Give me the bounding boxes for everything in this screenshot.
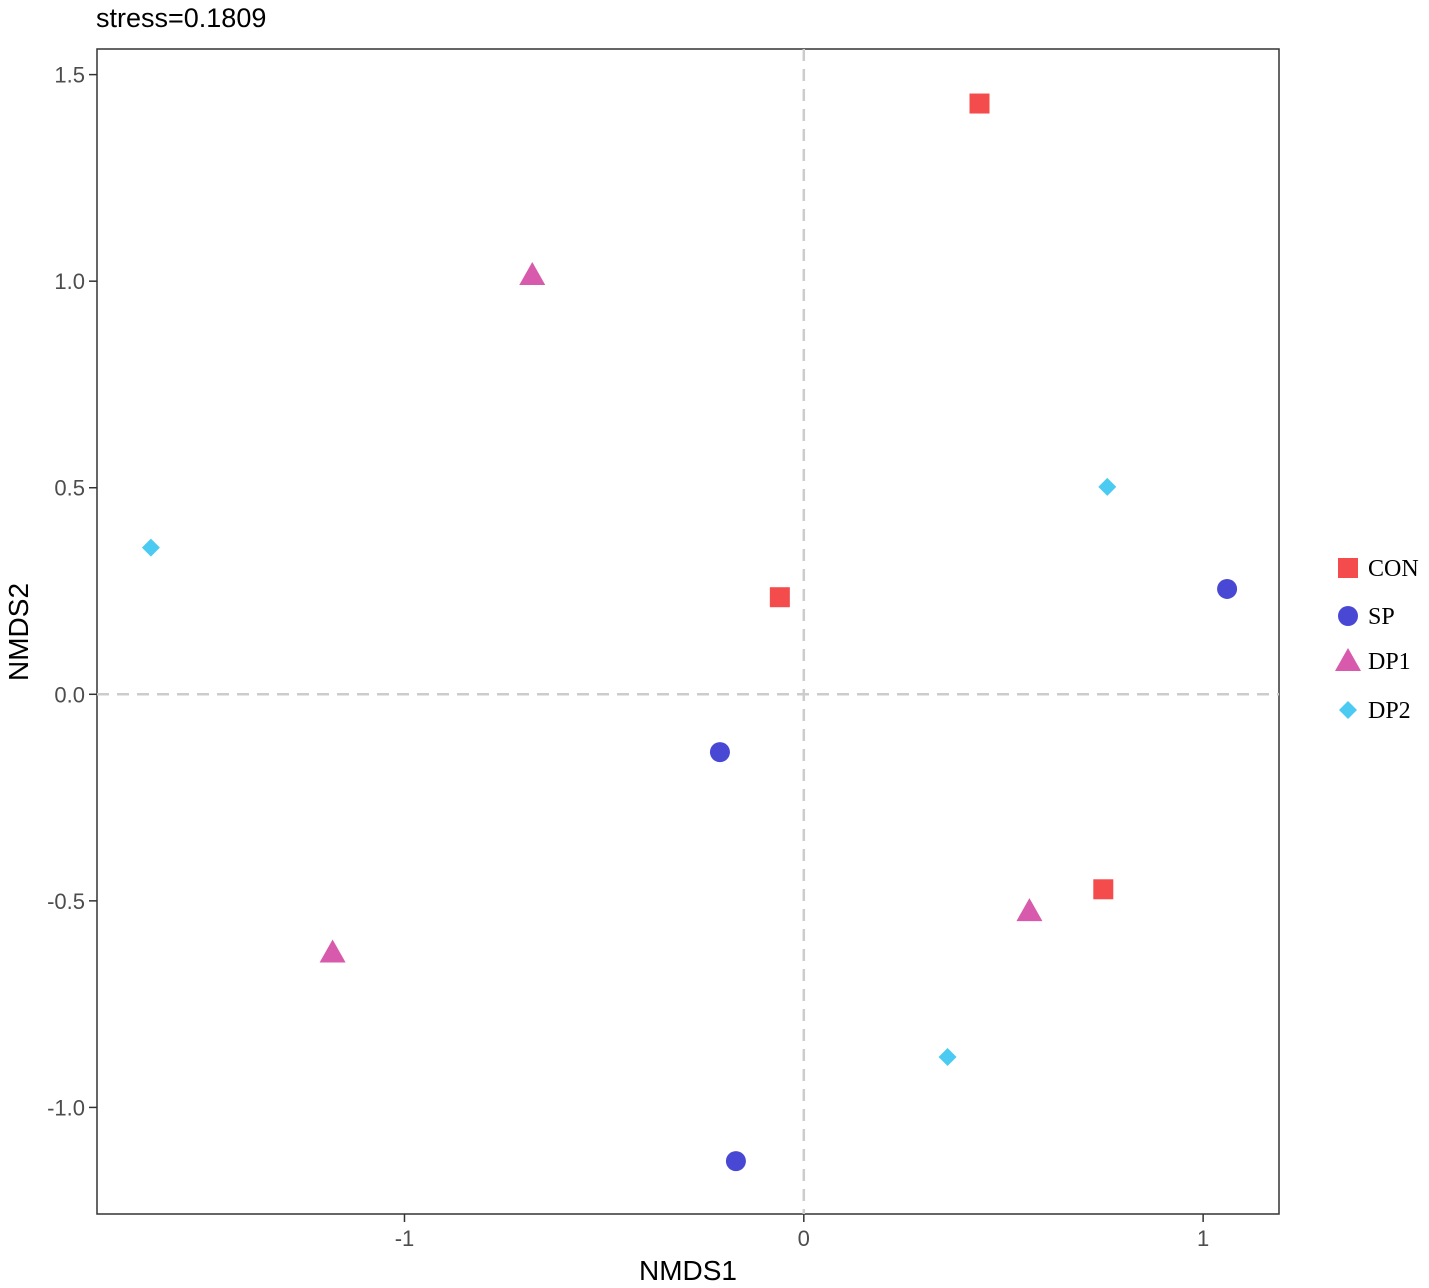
legend-label-dp1: DP1	[1368, 649, 1411, 675]
point-dp2	[141, 538, 160, 557]
legend-key-sp	[1338, 606, 1358, 626]
point-con	[769, 587, 790, 608]
point-sp	[709, 742, 730, 763]
point-dp2	[938, 1048, 957, 1067]
x-tick-label: 1	[1197, 1226, 1209, 1251]
x-axis-label: NMDS1	[639, 1255, 737, 1286]
point-con	[969, 93, 990, 114]
point-dp1	[319, 939, 346, 963]
legend-key-con	[1338, 558, 1358, 578]
legend: CON SP DP1 DP2	[1335, 556, 1419, 724]
y-tick-label: -1.0	[47, 1095, 85, 1120]
point-sp	[1217, 578, 1238, 599]
x-tick-label: -1	[395, 1226, 415, 1251]
chart-title: stress=0.1809	[96, 3, 266, 33]
point-dp1	[519, 261, 546, 285]
legend-label-con: CON	[1368, 556, 1419, 582]
y-axis-label: NMDS2	[3, 583, 34, 681]
y-tick-label: 0.0	[54, 682, 85, 707]
point-con	[1093, 879, 1114, 900]
y-tick-label: 1.0	[54, 269, 85, 294]
x-tick-label: 0	[798, 1226, 810, 1251]
legend-label-sp: SP	[1368, 604, 1395, 630]
plot-panel	[96, 48, 1280, 1215]
point-sp	[725, 1151, 746, 1172]
point-dp1	[1016, 898, 1043, 922]
legend-key-dp1	[1335, 648, 1361, 671]
legend-label-dp2: DP2	[1368, 698, 1411, 724]
legend-key-dp2	[1339, 701, 1357, 719]
y-tick-label: 0.5	[54, 476, 85, 501]
point-dp2	[1098, 477, 1117, 496]
y-tick-label: 1.5	[54, 63, 85, 88]
y-tick-label: -0.5	[47, 889, 85, 914]
